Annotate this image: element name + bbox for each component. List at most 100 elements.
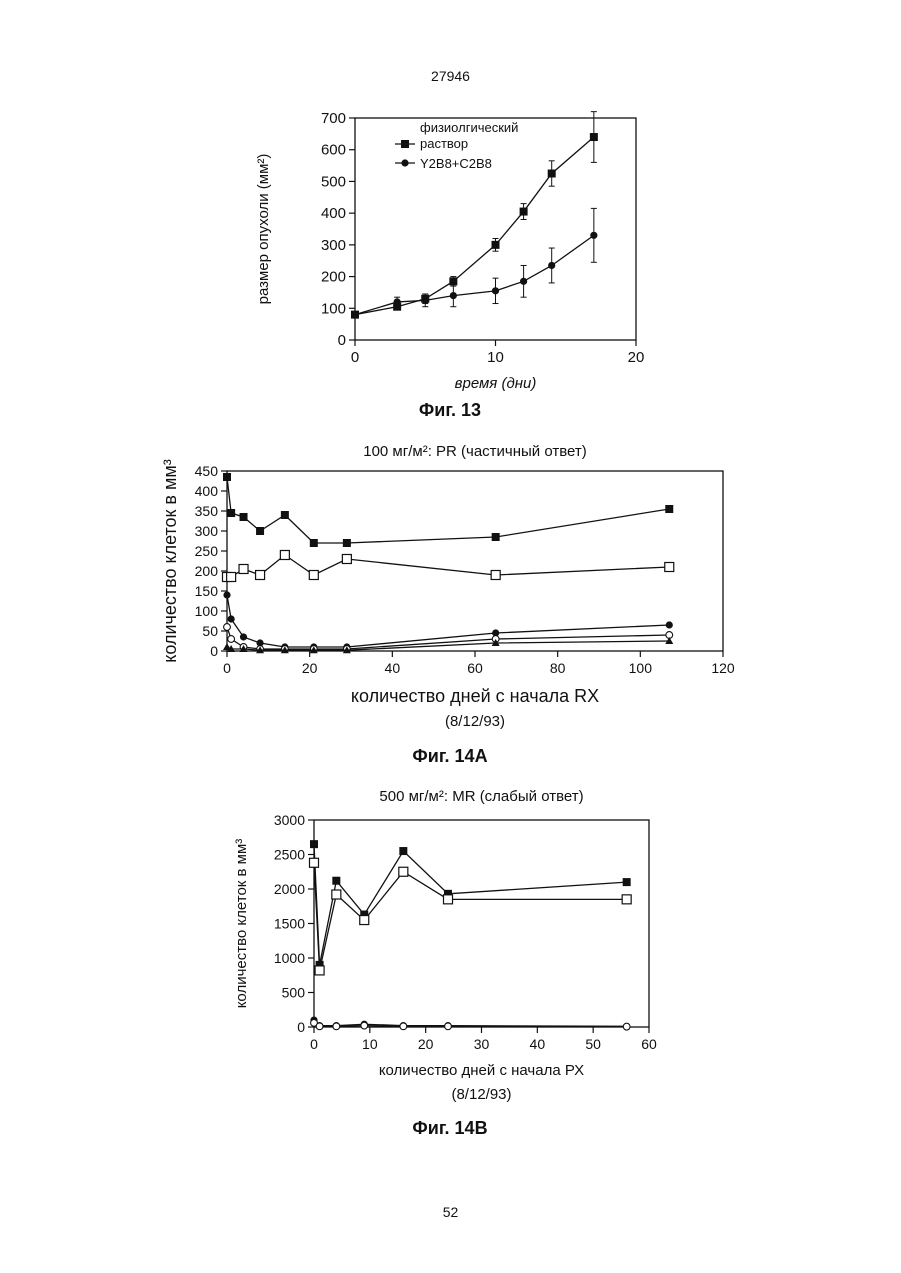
data-point-series-1 <box>310 539 318 547</box>
y-tick-label: 300 <box>321 237 346 254</box>
data-point-series-1 <box>399 847 407 855</box>
y-tick-label: 1000 <box>274 950 305 966</box>
y-tick-label: 700 <box>321 110 346 127</box>
caption-fig14a: Фиг. 14А <box>380 746 520 767</box>
y-tick-label: 3000 <box>274 812 305 828</box>
x-tick-label: 10 <box>487 349 504 366</box>
y-tick-label: 350 <box>195 503 219 519</box>
series-line-1 <box>227 477 669 543</box>
data-point-series-3 <box>666 621 673 628</box>
data-point-series-3 <box>228 615 235 622</box>
data-point-series-2 <box>309 571 318 580</box>
data-point-series-1 <box>492 533 500 541</box>
data-point-series-2 <box>342 555 351 564</box>
x-tick-label: 30 <box>474 1036 490 1052</box>
data-point-series-2 <box>665 563 674 572</box>
figures-canvas: 010020030040050060070001020время (дни)ра… <box>0 0 901 1273</box>
x-axis-date: (8/12/93) <box>451 1086 511 1103</box>
series-line-1 <box>314 844 627 965</box>
data-point-series-2 <box>227 573 236 582</box>
data-point-series-2 <box>332 890 341 899</box>
x-tick-label: 80 <box>550 660 566 676</box>
y-tick-label: 450 <box>195 463 219 479</box>
y-tick-label: 50 <box>202 623 218 639</box>
y-tick-label: 100 <box>321 300 346 317</box>
y-tick-label: 250 <box>195 543 219 559</box>
page-footer-number: 52 <box>0 1204 901 1220</box>
data-point-series-2 <box>256 571 265 580</box>
y-axis-label: количество клеток в мм³ <box>160 459 180 662</box>
data-point-series-2 <box>492 287 499 294</box>
data-point-series-2 <box>394 298 401 305</box>
legend-label-2: Y2B8+C2B8 <box>420 156 492 171</box>
data-point-series-1 <box>332 877 340 885</box>
x-tick-label: 40 <box>385 660 401 676</box>
data-point-series-2 <box>399 867 408 876</box>
y-tick-label: 0 <box>297 1019 305 1035</box>
data-point-series-1 <box>665 505 673 513</box>
data-point-series-4 <box>333 1023 340 1030</box>
data-point-series-2 <box>450 292 457 299</box>
data-point-series-2 <box>239 565 248 574</box>
y-tick-label: 1500 <box>274 916 305 932</box>
data-point-series-2 <box>315 966 324 975</box>
series-line-2 <box>227 555 669 577</box>
data-point-series-2 <box>622 895 631 904</box>
data-point-series-1 <box>492 241 500 249</box>
data-point-series-4 <box>224 624 231 631</box>
data-point-series-1 <box>343 539 351 547</box>
chart-fig14a: 0501001502002503003504004500204060801001… <box>160 443 735 730</box>
y-tick-label: 200 <box>321 269 346 286</box>
data-point-series-2 <box>280 551 289 560</box>
legend-label-1a: физиолгический <box>420 120 518 135</box>
data-point-series-1 <box>281 511 289 519</box>
x-tick-label: 0 <box>351 349 359 366</box>
chart-legend: физиолгическийрастворY2B8+C2B8 <box>395 120 518 171</box>
x-tick-label: 10 <box>362 1036 378 1052</box>
y-tick-label: 2500 <box>274 847 305 863</box>
y-axis-label: количество клеток в мм³ <box>233 839 250 1009</box>
data-point-series-1 <box>548 170 556 178</box>
y-tick-label: 100 <box>195 603 219 619</box>
x-axis-label: количество дней с начала РХ <box>379 1062 584 1079</box>
data-point-series-2 <box>360 916 369 925</box>
x-axis-label: количество дней с начала RX <box>351 686 599 706</box>
x-tick-label: 50 <box>585 1036 601 1052</box>
y-tick-label: 0 <box>338 332 346 349</box>
data-point-series-2 <box>310 858 319 867</box>
y-tick-label: 400 <box>195 483 219 499</box>
y-tick-label: 400 <box>321 205 346 222</box>
x-tick-label: 20 <box>302 660 318 676</box>
x-tick-label: 120 <box>711 660 735 676</box>
x-tick-label: 60 <box>467 660 483 676</box>
data-point-series-4 <box>400 1023 407 1030</box>
y-tick-label: 0 <box>210 643 218 659</box>
y-axis-label: размер опухоли (мм²) <box>255 154 272 305</box>
y-tick-label: 300 <box>195 523 219 539</box>
data-point-series-2 <box>520 278 527 285</box>
legend-marker-2 <box>401 159 408 166</box>
data-point-series-4 <box>361 1022 368 1029</box>
data-point-series-1 <box>520 208 528 216</box>
data-point-series-1 <box>223 473 231 481</box>
data-point-series-1 <box>256 527 264 535</box>
y-tick-label: 500 <box>282 985 306 1001</box>
x-axis-date: (8/12/93) <box>445 713 505 730</box>
data-point-series-3 <box>223 591 230 598</box>
x-tick-label: 100 <box>629 660 653 676</box>
data-point-series-4 <box>228 636 235 643</box>
chart-title: 500 мг/м²: MR (слабый ответ) <box>379 788 583 805</box>
data-point-series-1 <box>623 878 631 886</box>
y-tick-label: 2000 <box>274 881 305 897</box>
data-point-series-1 <box>310 840 318 848</box>
legend-marker-1 <box>401 140 409 148</box>
y-tick-label: 150 <box>195 583 219 599</box>
data-point-series-2 <box>548 262 555 269</box>
x-axis-label: время (дни) <box>455 375 537 392</box>
x-tick-label: 0 <box>310 1036 318 1052</box>
x-tick-label: 60 <box>641 1036 657 1052</box>
y-tick-label: 500 <box>321 173 346 190</box>
data-point-series-2 <box>491 571 500 580</box>
series-line-2 <box>355 235 594 314</box>
x-tick-label: 20 <box>418 1036 434 1052</box>
